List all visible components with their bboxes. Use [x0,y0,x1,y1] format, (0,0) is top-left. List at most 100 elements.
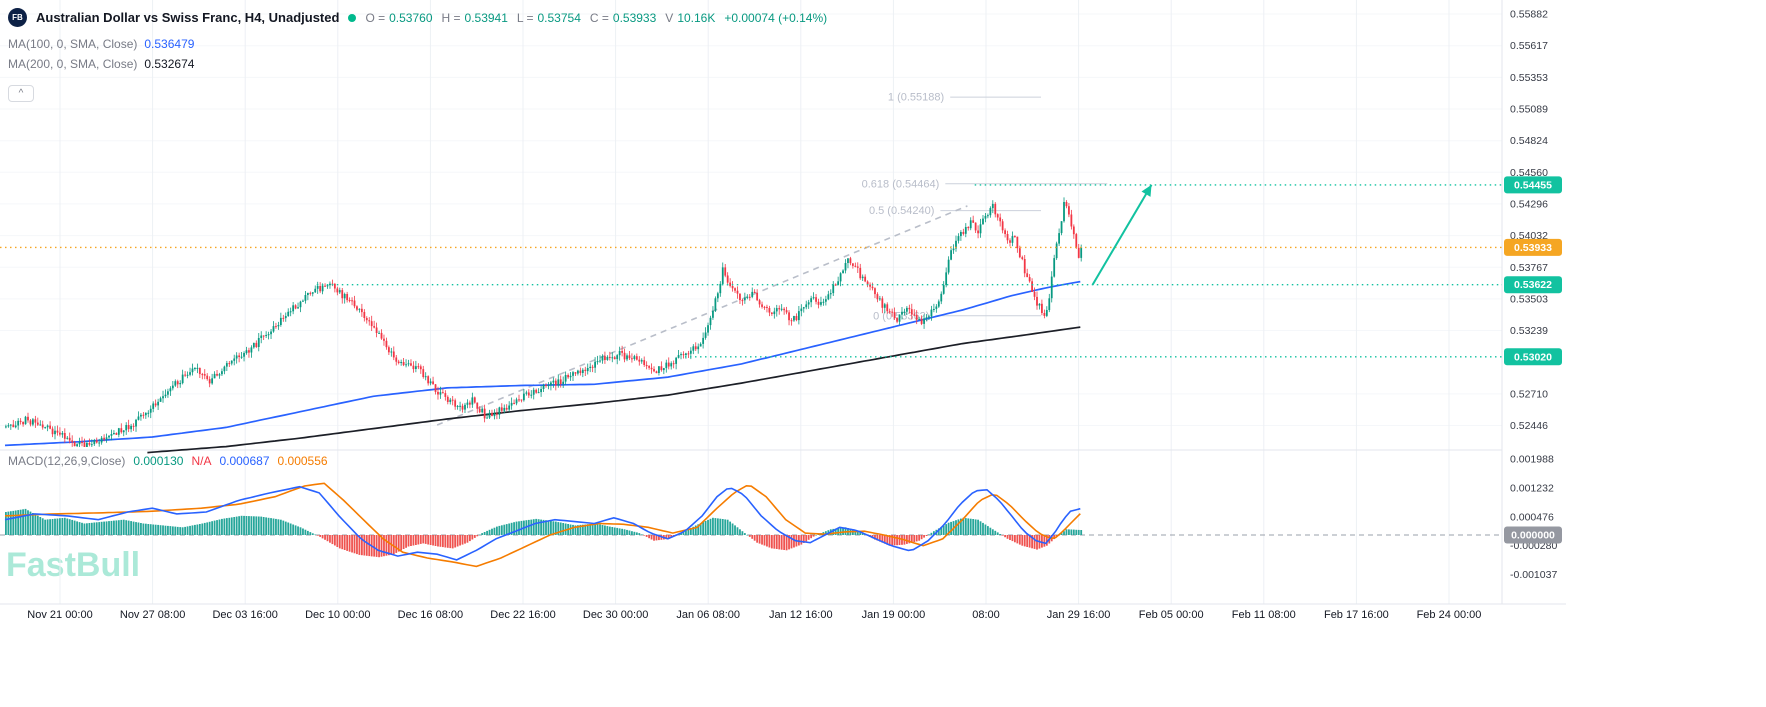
candle-body [697,346,700,350]
candle-body [257,338,260,347]
macd-histogram-bar [793,535,795,548]
macd-histogram-bar [810,535,813,539]
macd-histogram-bar [964,518,967,535]
candle-body [449,399,452,402]
price-axis[interactable]: 0.55882 0.55617 0.55353 0.55089 0.54824 0.545… [1504,9,1562,582]
macd-histogram-bar [385,535,388,556]
candle-body [211,378,214,384]
price-badge-text: 0.54455 [1514,179,1552,191]
macd-histogram-bar [726,519,729,535]
candle-body [78,442,81,445]
macd-histogram-bar [1063,531,1065,535]
candle-body [962,232,965,234]
candle-body [1063,202,1065,222]
macd-histogram-bar [532,519,535,535]
macd-histogram-bar [878,535,881,542]
candle-body [299,301,302,308]
ohlc-low: L = 0.53754 [517,11,581,25]
macd-histogram-bar [392,535,395,555]
candle-body [596,361,599,363]
macd-histogram-bar [731,523,734,535]
ma200-legend-row[interactable]: MA(200, 0, SMA, Close) 0.532674 [8,57,194,71]
candle-body [419,366,422,370]
candle-body [392,351,395,358]
candle-body [1028,277,1031,282]
price-badge-text: 0.53933 [1514,242,1552,254]
macd-histogram-bar [807,535,810,540]
macd-histogram-bar [577,525,579,535]
candle-body [748,296,751,298]
macd-histogram-bar [473,535,476,538]
macd-histogram-bar [736,527,739,535]
candle-body [336,288,339,293]
macd-histogram-bar [383,535,385,557]
candle-body [88,443,91,445]
macd-histogram-bar [991,529,994,535]
key-level-lines [0,184,1502,358]
candle-body [363,312,366,318]
price-badge: 0.53622 [1504,276,1562,294]
candle-body [979,224,982,234]
candle-body [741,300,744,302]
candle-body [618,351,621,356]
candle-body [795,316,798,321]
candle-body [584,369,587,371]
macd-histogram-bar [766,535,768,547]
macd-histogram-bar [520,520,523,535]
macd-legend-row[interactable]: MACD(12,26,9,Close) 0.000130 N/A 0.00068… [8,454,328,468]
candle-body [1023,259,1026,274]
macd-histogram-bar [589,524,592,535]
macd-histogram-bar [110,520,113,535]
macd-histogram-bar [780,535,783,550]
candle-body [866,281,869,285]
time-axis[interactable]: Nov 21 00:00 Nov 27 08:00 Dec 03 16:00 Dec … [27,609,1481,621]
candle-body [525,392,528,394]
macd-histogram-bar [972,519,975,535]
candle-body [739,293,741,301]
macd-histogram-bar [171,526,174,535]
macd-histogram-bar [513,522,515,535]
candle-body [694,346,697,350]
macd-histogram-bar [81,522,83,535]
macd-histogram-bar [444,535,447,548]
ma100-legend-row[interactable]: MA(100, 0, SMA, Close) 0.536479 [8,37,194,51]
macd-histogram-bar [591,523,594,535]
macd-histogram-bar [599,524,601,535]
macd-histogram-bar [132,521,135,535]
candle-body [682,354,685,356]
collapse-legend-button[interactable]: ^ [8,85,34,102]
macd-histogram-bar [496,526,498,535]
candle-body [191,368,194,373]
macd-histogram-bar [746,535,749,536]
candle-body [24,416,27,425]
macd-histogram-bar [456,535,459,547]
candle-body [709,317,712,326]
candle-body [699,343,702,347]
candle-body [957,236,960,241]
candle-body [864,276,867,282]
macd-histogram-bar [419,535,422,544]
macd-histogram-bar [230,517,233,535]
candle-body [616,355,619,360]
fastbull-watermark: FastBull [6,546,141,584]
candle-body [171,385,174,389]
candle-body [17,420,20,426]
macd-histogram-bar [61,518,64,535]
macd-histogram-bar [540,519,542,535]
candle-body [869,284,871,287]
macd-histogram-bar [1016,535,1019,544]
candle-body [999,217,1002,222]
candle-body [316,286,319,289]
candle-body [1018,248,1021,258]
candle-body [935,306,938,309]
macd-histogram-bar [1026,535,1029,547]
macd-histogram-bar [626,529,628,535]
candle-body [1031,281,1033,292]
symbol-legend-row[interactable]: FB Australian Dollar vs Swiss Franc, H4,… [8,8,827,27]
candle-body [441,392,444,394]
candle-body [439,392,442,395]
macd-histogram-bar [800,535,803,545]
macd-histogram-bar [198,524,201,535]
candle-body [464,404,466,410]
